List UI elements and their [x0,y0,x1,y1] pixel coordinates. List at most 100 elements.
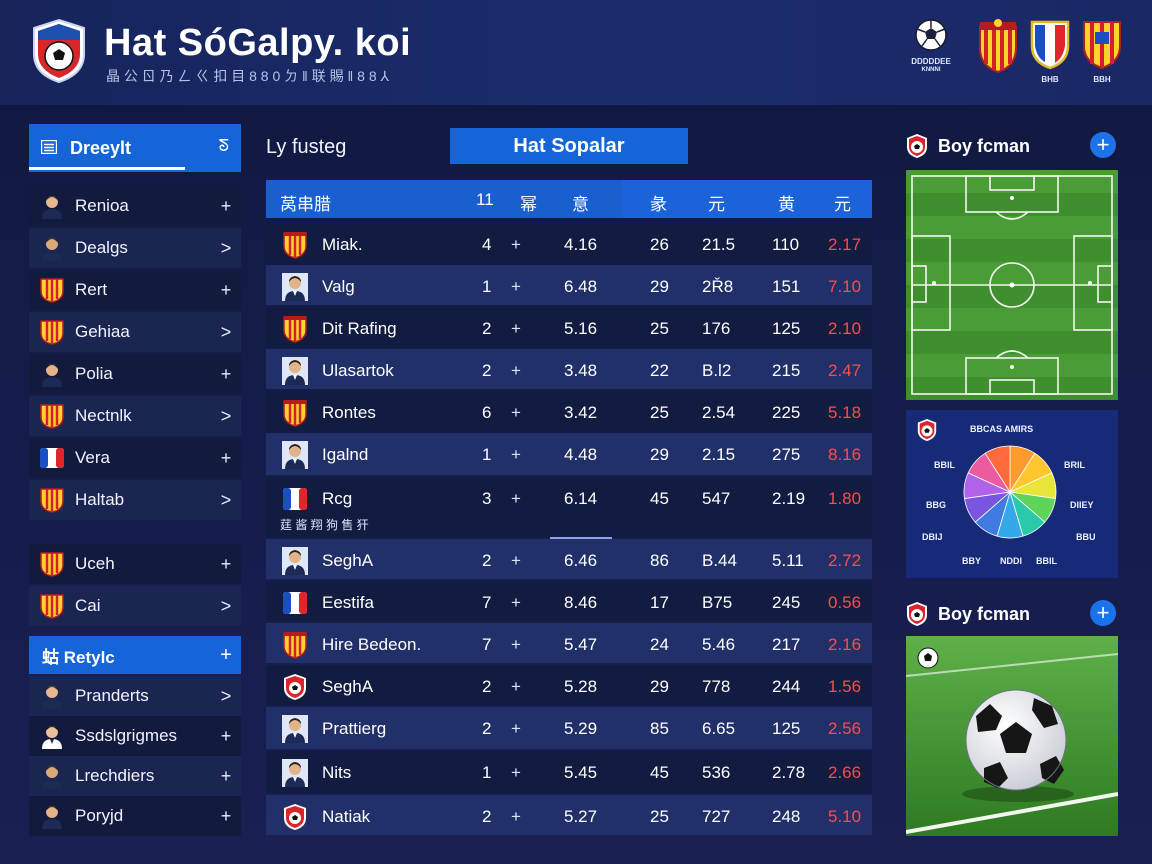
pie-slice[interactable] [984,445,1011,494]
table-row[interactable]: SeghA 2 +6.46 86 B.44 5.11 2.72 [266,539,872,579]
table-row[interactable]: Rontes 6 +3.42 25 2.54 225 5.18 [266,391,872,431]
collapse-icon[interactable]: ᘕ [218,138,229,155]
table-row[interactable]: Rcg 3 +6.14 45 547 2.19 1.80 [266,477,872,537]
pie-label: BBU [1076,532,1096,542]
row-value-c3: 5.47 [564,635,598,654]
column-header[interactable]: 彖 [650,195,667,214]
pie-chart[interactable] [962,444,1058,540]
add-icon[interactable]: + [220,447,232,468]
table-row[interactable]: Natiak 2 +5.27 25 727 248 5.10 [266,795,872,835]
row-name[interactable]: Prattierg [322,719,387,738]
add-panel-button[interactable]: + [1090,600,1116,626]
column-header[interactable]: 元 [708,195,725,214]
table-row[interactable]: Dit Rafing 2 +5.16 25 176 125 2.10 [266,307,872,347]
row-name[interactable]: Nits [322,763,352,782]
row-value-c4: 29 [650,445,669,464]
tab-active[interactable]: Hat Sopalar [450,128,688,164]
crest-stripes-caption: BBH [1093,75,1111,84]
table-row[interactable]: Prattierg 2 +5.29 85 6.65 125 2.56 [266,707,872,749]
row-name[interactable]: Natiak [322,807,371,826]
column-header[interactable]: 意 [572,195,589,214]
sidebar-item[interactable]: Pranderts > [29,676,241,716]
add-icon[interactable]: + [220,363,232,384]
row-add-icon[interactable]: + [511,635,521,654]
row-name[interactable]: Ulasartok [322,361,394,380]
sidebar-item[interactable]: Haltab > [29,480,241,520]
add-icon[interactable]: + [220,279,232,300]
table-row[interactable]: Hire Bedeon. 7 +5.47 24 5.46 217 2.16 [266,623,872,663]
row-add-icon[interactable]: + [511,807,521,826]
sidebar-item[interactable]: Nectnlk > [29,396,241,436]
add-icon[interactable]: + [220,805,232,826]
crest-red-yellow[interactable] [977,18,1019,79]
row-value-c1: 1 [482,445,492,464]
chevron-right-icon[interactable]: > [220,595,232,616]
sidebar-item[interactable]: Lrechdiers + [29,756,241,796]
column-header[interactable]: 黄 [778,195,795,214]
row-add-icon[interactable]: + [511,593,521,612]
row-name[interactable]: Miak. [322,235,363,254]
row-name[interactable]: Valg [322,277,355,296]
chevron-right-icon[interactable]: > [220,405,232,426]
table-row[interactable]: Eestifa 7 +8.46 17 B75 245 0.56 [266,581,872,621]
row-add-icon[interactable]: + [511,763,521,782]
club-logo-icon[interactable] [30,18,88,84]
add-icon[interactable]: + [220,765,232,786]
sidebar-item[interactable]: Poryjd + [29,796,241,836]
row-add-icon[interactable]: + [511,361,521,380]
column-header[interactable]: 幂 [520,195,537,214]
row-add-icon[interactable]: + [511,235,521,254]
row-name[interactable]: Hire Bedeon. [322,635,422,654]
column-header[interactable]: 11 [476,190,494,209]
row-add-icon[interactable]: + [511,677,521,696]
row-value-c4: 25 [650,403,669,422]
chevron-right-icon[interactable]: > [220,489,232,510]
chevron-right-icon[interactable]: > [220,685,232,706]
column-header[interactable]: 元 [834,195,851,214]
crest-tricolor[interactable]: BHB [1029,18,1071,84]
row-name[interactable]: Igalnd [322,445,369,464]
add-icon[interactable]: + [220,725,232,746]
chevron-right-icon[interactable]: > [220,321,232,342]
table-row[interactable]: SeghA 2 +5.28 29 778 244 1.56 [266,665,872,705]
add-icon[interactable]: + [220,553,232,574]
row-name[interactable]: Rcg [322,489,353,508]
row-name[interactable]: Eestifa [322,593,374,612]
ball-emblem[interactable]: DDDDDEE KNNNI [905,18,957,75]
sidebar-item[interactable]: Ssdslgrigmes + [29,716,241,756]
row-name[interactable]: Rontes [322,403,376,422]
sidebar-item[interactable]: Renioa + [29,186,241,226]
column-header[interactable]: 莴串腊 [280,195,331,214]
add-panel-button[interactable]: + [1090,132,1116,158]
sidebar-header[interactable]: Dreeylt ᘕ [29,124,241,172]
row-add-icon[interactable]: + [511,403,521,422]
football-pitch-diagram[interactable] [906,170,1118,400]
sidebar-item[interactable]: Cai > [29,586,241,626]
table-row[interactable]: Igalnd 1 +4.48 29 2.15 275 8.16 [266,433,872,475]
add-icon[interactable]: + [220,195,232,216]
crest-stripes[interactable]: BBH [1081,18,1123,84]
add-icon[interactable]: + [220,643,232,666]
sidebar-item[interactable]: Vera + [29,438,241,478]
sidebar-item[interactable]: Rert + [29,270,241,310]
row-add-icon[interactable]: + [511,445,521,464]
sidebar-group-header[interactable]: 蛄 Retylc + [29,636,241,674]
sidebar-item[interactable]: Dealgs > [29,228,241,268]
chevron-right-icon[interactable]: > [220,237,232,258]
row-add-icon[interactable]: + [511,277,521,296]
table-row[interactable]: Ulasartok 2 +3.48 22 B.l2 215 2.47 [266,349,872,389]
table-row[interactable]: Valg 1 +6.48 29 2Ř8 151 7.10 [266,265,872,305]
row-add-icon[interactable]: + [511,719,521,738]
sidebar-item[interactable]: Polia + [29,354,241,394]
row-name[interactable]: SeghA [322,677,374,696]
row-add-icon[interactable]: + [511,551,521,570]
sidebar-item[interactable]: Uceh + [29,544,241,584]
row-add-icon[interactable]: + [511,319,521,338]
flag-icon [283,488,307,510]
table-row[interactable]: Miak. 4 +4.16 26 21.5 110 2.17 [266,223,872,263]
sidebar-item[interactable]: Gehiaa > [29,312,241,352]
row-name[interactable]: SeghA [322,551,374,570]
table-row[interactable]: Nits 1 +5.45 45 536 2.78 2.66 [266,751,872,793]
row-add-icon[interactable]: + [511,489,521,508]
row-name[interactable]: Dit Rafing [322,319,397,338]
